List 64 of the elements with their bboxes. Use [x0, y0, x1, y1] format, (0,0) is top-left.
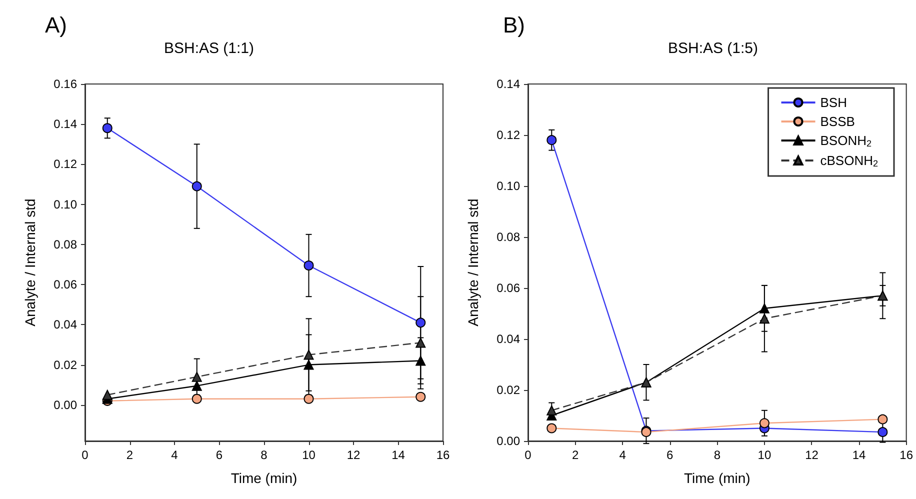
- point: [546, 135, 557, 146]
- x-axis-title: Time (min): [230, 470, 298, 486]
- x-tick-label: 6: [216, 448, 223, 462]
- x-tick-label: 12: [346, 448, 360, 462]
- point: [192, 372, 202, 382]
- point: [416, 356, 426, 366]
- point: [416, 318, 426, 328]
- point: [192, 181, 202, 192]
- x-tick-label: 10: [302, 448, 316, 462]
- point: [878, 427, 888, 438]
- x-tick-label: 8: [260, 448, 268, 462]
- y-tick-label: 0.06: [496, 281, 520, 295]
- chart-title: BSH:AS (1:5): [668, 40, 758, 57]
- text: A): [45, 12, 67, 38]
- point: [304, 260, 314, 271]
- y-tick-label: 0.16: [54, 77, 78, 91]
- y-tick-label: 0.02: [496, 383, 520, 397]
- y-tick-label: 0.00: [496, 434, 520, 448]
- y-tick-label: 0.00: [54, 398, 78, 412]
- y-axis-title: Analyte / Internal std: [465, 198, 481, 326]
- x-axis-title: Time (min): [684, 470, 750, 486]
- y-tick-label: 0.04: [54, 318, 78, 332]
- point: [878, 414, 888, 424]
- x-tick-label: 4: [619, 448, 626, 462]
- legend-label: BSH: [820, 95, 847, 110]
- x-tick-label: 14: [852, 448, 866, 462]
- x-tick-label: 10: [758, 448, 772, 462]
- x-tick-label: 16: [436, 448, 450, 462]
- x-tick-label: 4: [171, 448, 178, 462]
- x-tick-label: 2: [126, 448, 134, 462]
- point: [304, 360, 314, 370]
- y-tick-label: 0.12: [54, 157, 78, 172]
- point: [192, 380, 202, 391]
- point: [102, 123, 112, 134]
- y-tick-label: 0.14: [496, 77, 520, 91]
- point: [102, 390, 112, 400]
- x-tick-label: 0: [524, 448, 532, 462]
- y-tick-label: 0.10: [496, 179, 520, 193]
- y-tick-label: 0.02: [54, 358, 78, 372]
- y-tick-label: 0.12: [496, 128, 520, 142]
- x-tick-label: 16: [900, 448, 914, 462]
- x-tick-label: 6: [666, 448, 674, 462]
- text: B): [503, 12, 525, 38]
- y-tick-label: 0.14: [54, 117, 78, 132]
- y-tick-label: 0.04: [496, 332, 520, 346]
- x-tick-label: 2: [572, 448, 579, 462]
- point: [759, 303, 770, 314]
- x-tick-label: 0: [82, 448, 89, 462]
- legend-label: BSSB: [820, 114, 855, 129]
- y-tick-label: 0.06: [54, 278, 78, 292]
- point: [546, 405, 557, 416]
- x-tick-label: 14: [392, 448, 406, 462]
- y-axis-title: Analyte / Internal std: [22, 198, 38, 326]
- point: [304, 350, 314, 360]
- point: [759, 418, 770, 428]
- y-tick-label: 0.08: [54, 237, 78, 252]
- point: [546, 423, 557, 434]
- point: [416, 392, 426, 402]
- x-tick-label: 12: [805, 448, 819, 462]
- chart-title: BSH:AS (1:1): [164, 40, 254, 57]
- y-tick-label: 0.08: [496, 230, 520, 244]
- point: [759, 314, 770, 324]
- y-tick-label: 0.10: [54, 197, 78, 212]
- x-tick-label: 8: [714, 448, 721, 462]
